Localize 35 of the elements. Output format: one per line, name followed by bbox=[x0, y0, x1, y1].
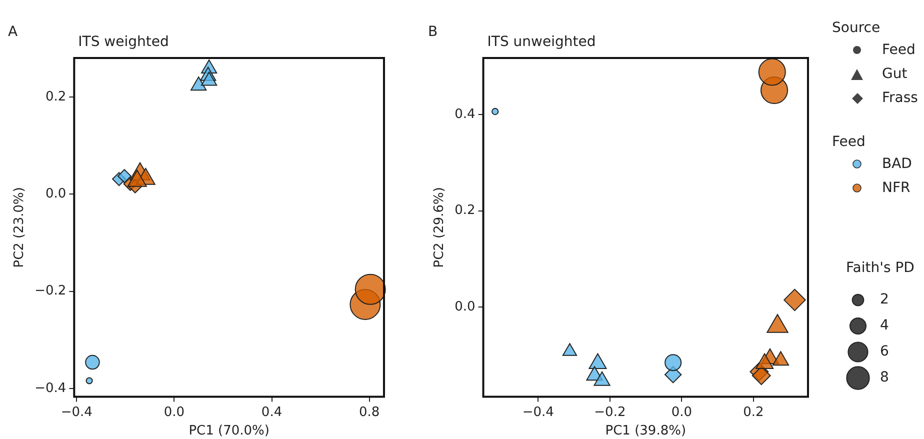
y-axis-title: PC2 (29.6%) bbox=[432, 187, 448, 268]
y-tick-label: −0.4 bbox=[34, 380, 66, 396]
y-tick-label: 0.2 bbox=[454, 203, 476, 218]
x-tick-label: 0.2 bbox=[743, 404, 764, 420]
legend-label: 6 bbox=[880, 344, 889, 360]
chart-title: ITS unweighted bbox=[487, 34, 596, 50]
x-axis-title: PC1 (39.8%) bbox=[605, 424, 686, 439]
x-tick-label: 0.0 bbox=[671, 404, 692, 420]
y-tick-label: 0.4 bbox=[454, 106, 476, 122]
x-axis-title: PC1 (70.0%) bbox=[188, 424, 270, 439]
legend-title: Faith's PD bbox=[846, 260, 914, 276]
x-tick-label: 0.4 bbox=[261, 404, 282, 420]
text: Source bbox=[832, 19, 882, 38]
x-tick-label: 0.0 bbox=[164, 404, 185, 420]
y-tick-label: 0.0 bbox=[45, 186, 66, 202]
text: Feed bbox=[882, 42, 916, 58]
y-tick-label: 0.0 bbox=[454, 300, 476, 315]
text: NFR bbox=[882, 180, 910, 196]
text: B bbox=[428, 24, 438, 40]
text: BAD bbox=[882, 156, 912, 172]
y-tick-label: −0.2 bbox=[34, 284, 66, 299]
y-axis-title: PC2 (23.0%) bbox=[12, 187, 28, 268]
x-tick-label: −0.2 bbox=[594, 404, 626, 420]
text: A bbox=[8, 24, 18, 40]
x-tick-label: 0.8 bbox=[359, 404, 380, 420]
y-tick-label: 0.2 bbox=[45, 89, 66, 104]
x-tick-label: −0.4 bbox=[60, 404, 92, 420]
legend-label: 8 bbox=[880, 370, 889, 386]
text: Feed bbox=[832, 133, 866, 152]
chart-title: ITS weighted bbox=[78, 34, 169, 50]
legend-label: 2 bbox=[880, 292, 889, 308]
text: Frass bbox=[882, 90, 918, 106]
text: Gut bbox=[882, 66, 908, 82]
x-tick-label: −0.4 bbox=[522, 404, 554, 420]
legend-label: 4 bbox=[880, 318, 889, 334]
